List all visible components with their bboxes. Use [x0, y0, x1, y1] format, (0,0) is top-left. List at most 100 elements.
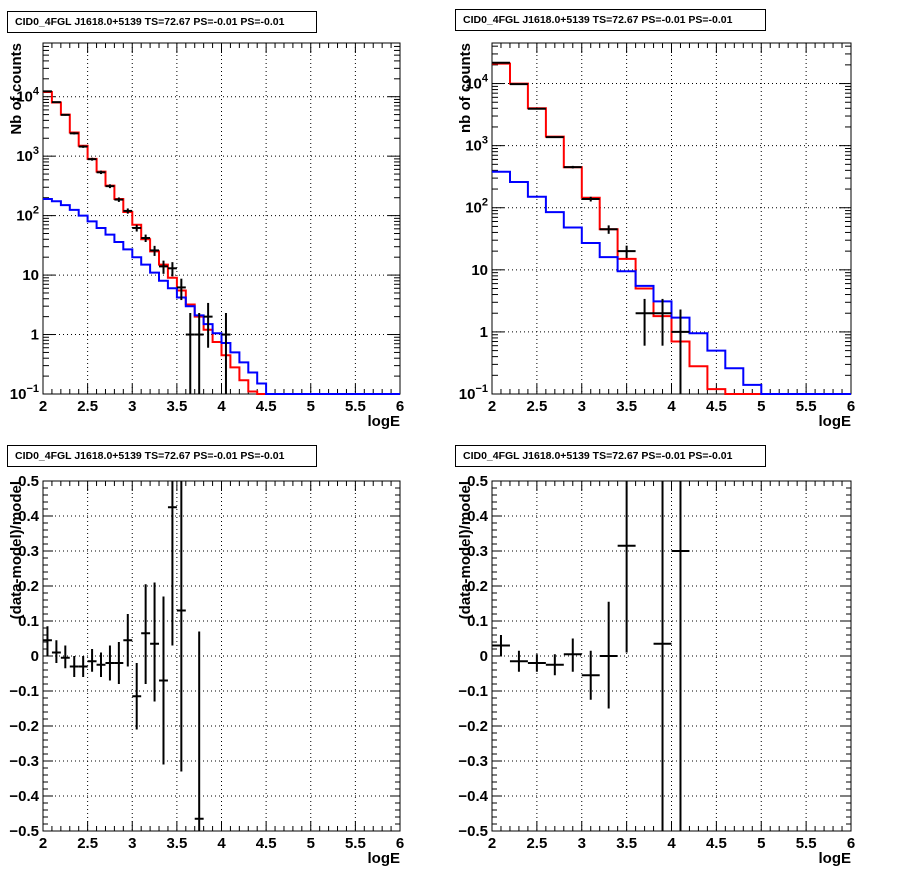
data-point [87, 157, 97, 161]
x-tick-label: 3 [128, 835, 136, 852]
y-tick-label: 1 [31, 327, 39, 344]
data-point [123, 208, 133, 214]
data-point [176, 481, 186, 772]
data-point [60, 113, 70, 116]
y-tick-label: 0.3 [18, 543, 39, 560]
data-point [653, 298, 672, 346]
y-tick-label: 102 [16, 205, 39, 225]
data-point [51, 101, 61, 104]
x-tick-label: 6 [396, 835, 404, 852]
x-axis-label: logE [819, 850, 852, 867]
y-tick-label: −0.1 [9, 683, 39, 700]
y-tick-label: 1 [480, 324, 488, 341]
x-tick-label: 3 [578, 398, 586, 415]
y-axis-label: Nb of counts [8, 43, 25, 135]
y-tick-label: −0.3 [458, 753, 488, 770]
data-point [43, 90, 52, 93]
y-tick-label: 0.3 [467, 543, 488, 560]
y-tick-label: 0 [480, 648, 488, 665]
data-point [69, 132, 79, 135]
data-point [159, 596, 168, 765]
y-tick-label: 10 [471, 262, 488, 279]
x-tick-label: 2.5 [526, 398, 547, 415]
x-tick-label: 6 [847, 398, 855, 415]
y-tick-label: 0 [31, 648, 39, 665]
data-point [671, 309, 690, 394]
y-tick-label: −0.4 [9, 788, 39, 805]
data-point [43, 626, 52, 656]
y-tick-label: −0.5 [458, 823, 488, 840]
panel-3-title: CID0_4FGL J1618.0+5139 TS=72.67 PS=-0.01… [7, 445, 317, 467]
data-point [194, 631, 204, 831]
x-tick-label: 4 [667, 398, 676, 415]
y-tick-label: −0.3 [9, 753, 39, 770]
data-point [78, 145, 88, 148]
x-tick-label: 3.5 [616, 835, 637, 852]
data-point [114, 642, 124, 684]
data-point [221, 313, 231, 394]
data-point [167, 481, 177, 646]
x-tick-label: 2.5 [77, 398, 98, 415]
data-point [167, 262, 177, 277]
y-tick-label: 102 [465, 197, 488, 217]
x-tick-label: 4 [217, 835, 226, 852]
panel-4-title: CID0_4FGL J1618.0+5139 TS=72.67 PS=-0.01… [455, 445, 766, 467]
x-axis-label: logE [368, 850, 401, 867]
data-point [105, 645, 115, 681]
x-tick-label: 2 [39, 398, 47, 415]
x-tick-label: 2 [488, 398, 496, 415]
panel-1-title: CID0_4FGL J1618.0+5139 TS=72.67 PS=-0.01… [7, 11, 317, 33]
y-tick-label: 0.5 [18, 473, 39, 490]
data-point [492, 61, 510, 64]
x-tick-label: 2.5 [526, 835, 547, 852]
data-point [96, 652, 106, 677]
data-point [185, 313, 195, 394]
y-tick-label: 104 [16, 86, 40, 106]
x-tick-label: 3.5 [166, 835, 187, 852]
data-point [653, 481, 672, 831]
data-point [203, 302, 213, 348]
x-tick-label: 3.5 [166, 398, 187, 415]
data-point [141, 584, 151, 684]
x-tick-label: 5.5 [345, 398, 366, 415]
data-point [176, 278, 186, 301]
y-tick-label: 103 [16, 145, 39, 165]
data-point [635, 298, 654, 346]
x-tick-label: 3.5 [616, 398, 637, 415]
x-tick-label: 3 [578, 835, 586, 852]
x-tick-label: 4 [667, 835, 676, 852]
data-point [492, 635, 510, 656]
x-tick-label: 4.5 [706, 398, 727, 415]
y-axis-label: nb of counts [457, 43, 474, 133]
data-point [545, 654, 564, 676]
x-tick-label: 5 [757, 835, 765, 852]
y-tick-label: 0.1 [18, 613, 39, 630]
data-point [671, 481, 690, 831]
y-tick-label: 0.5 [467, 473, 488, 490]
y-tick-label: −0.2 [458, 718, 488, 735]
y-tick-label: 0.2 [18, 578, 39, 595]
y-tick-label: −0.1 [458, 683, 488, 700]
y-tick-label: 10 [22, 267, 39, 284]
data-point [581, 196, 600, 202]
data-point [527, 654, 546, 672]
data-point [581, 650, 600, 700]
y-tick-label: 10−1 [459, 383, 488, 403]
x-tick-label: 2 [488, 835, 496, 852]
data-point [159, 260, 168, 274]
x-tick-label: 5 [307, 398, 315, 415]
x-tick-label: 5.5 [345, 835, 366, 852]
x-tick-label: 4 [217, 398, 226, 415]
x-tick-label: 5.5 [796, 835, 817, 852]
data-point [150, 245, 160, 256]
data-point [617, 245, 636, 259]
x-tick-label: 6 [847, 835, 855, 852]
x-tick-label: 3 [128, 398, 136, 415]
y-axis-label: (data-model)/model [457, 481, 474, 619]
data-point [69, 656, 79, 677]
data-point [132, 224, 142, 232]
